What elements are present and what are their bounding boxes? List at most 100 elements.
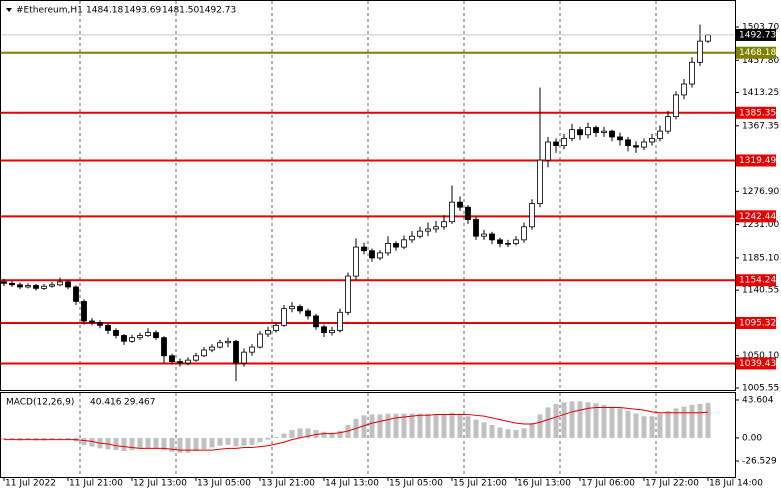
candle-body: [649, 137, 655, 143]
candle-body: [153, 332, 159, 339]
candle-body: [297, 306, 303, 312]
candle-body: [457, 201, 463, 208]
macd-bar: [401, 413, 407, 438]
macd-bar: [209, 437, 215, 448]
candle-body: [513, 239, 519, 244]
y-tick-label: 1005.55: [742, 384, 779, 394]
x-tick-label: 14 Jul 13:00: [325, 479, 379, 489]
macd-bar: [289, 430, 295, 438]
candle-body: [89, 320, 95, 323]
candle-body: [137, 335, 143, 339]
candle-body: [665, 116, 671, 132]
candle-body: [41, 285, 47, 289]
candle-body: [121, 335, 127, 342]
candle-body: [1, 281, 7, 284]
x-tick-label: 16 Jul 13:00: [517, 479, 571, 489]
candle-body: [537, 159, 543, 205]
level-label: 1154.24: [739, 276, 776, 286]
candle-body: [281, 308, 287, 326]
macd-bar: [609, 406, 615, 438]
candle-body: [697, 40, 703, 63]
x-tick-label: 13 Jul 05:00: [197, 479, 251, 489]
candle-body: [345, 275, 351, 313]
macd-bar: [361, 415, 367, 438]
candle-body: [201, 349, 207, 357]
macd-tick-label: 0.00: [742, 433, 762, 443]
signal-value: 29.467: [124, 398, 156, 408]
candle-body: [233, 340, 239, 364]
candle-body: [113, 330, 119, 336]
candle-body: [49, 284, 55, 287]
candle-body: [249, 346, 255, 353]
candle-body: [353, 246, 359, 277]
x-tick-label: 17 Jul 22:00: [645, 479, 699, 489]
macd-bar: [601, 404, 607, 438]
candle-body: [217, 342, 223, 348]
macd-bar: [121, 437, 127, 451]
x-tick-label: 15 Jul 21:00: [453, 479, 507, 489]
macd-bar: [305, 428, 311, 438]
macd-bar: [521, 428, 527, 438]
candle-body: [441, 221, 447, 228]
current-label: 1492.73: [739, 30, 776, 40]
candle-body: [105, 324, 111, 331]
candle-body: [337, 311, 343, 331]
candle-body: [625, 139, 631, 147]
menu-arrow[interactable]: [6, 8, 12, 12]
candle-body: [329, 330, 335, 333]
macd-tick-label: -26.529: [742, 457, 777, 467]
x-tick-label: 15 Jul 05:00: [389, 479, 443, 489]
candle-body: [321, 326, 327, 333]
y-tick-label: 1503.70: [742, 23, 779, 33]
macd-bar: [385, 413, 391, 438]
macd-bar: [1, 437, 7, 440]
macd-bar: [489, 424, 495, 438]
candle-body: [481, 233, 487, 237]
macd-value: 40.416: [90, 398, 122, 408]
macd-bar: [409, 413, 415, 438]
level-box: [736, 357, 776, 370]
x-tick-label: 18 Jul 14:00: [709, 479, 763, 489]
candle-body: [657, 130, 663, 139]
level-label: 1468.18: [739, 48, 776, 58]
candle-body: [617, 136, 623, 141]
macd-bar: [377, 414, 383, 438]
macd-bar: [9, 437, 15, 440]
y-tick-label: 1185.10: [742, 253, 779, 263]
macd-bar: [657, 413, 663, 438]
macd-bar: [145, 437, 151, 449]
candle-body: [25, 285, 31, 288]
candle-body: [177, 361, 183, 364]
candle-body: [489, 233, 495, 241]
macd-bar: [673, 408, 679, 438]
x-tick-label: 11 Jul 2022: [5, 479, 56, 489]
candle-body: [377, 252, 383, 259]
candle-body: [505, 243, 511, 245]
candle-body: [673, 94, 679, 118]
y-tick-label: 1231.00: [742, 220, 779, 230]
macd-bar: [185, 437, 191, 453]
x-tick-label: 13 Jul 21:00: [261, 479, 315, 489]
ohlc-close: 1492.73: [199, 6, 236, 16]
candle-body: [385, 243, 391, 254]
macd-bar: [481, 422, 487, 438]
macd-bar: [217, 437, 223, 446]
candle-body: [601, 130, 607, 133]
macd-bar: [649, 416, 655, 438]
macd-bar: [625, 410, 631, 438]
candle-body: [409, 235, 415, 241]
macd-bar: [265, 437, 271, 440]
level-label: 1039.43: [739, 359, 776, 369]
candle-body: [473, 219, 479, 237]
macd-title: MACD(12,26,9): [6, 398, 74, 408]
candle-body: [401, 239, 407, 248]
ohlc-open: 1484.18: [86, 6, 123, 16]
macd-bar: [497, 427, 503, 438]
candle-body: [361, 246, 367, 252]
ohlc-high: 1493.69: [124, 6, 161, 16]
macd-bar: [49, 437, 55, 440]
macd-bar: [337, 430, 343, 438]
candle-body: [465, 206, 471, 220]
candle-body: [129, 337, 135, 342]
